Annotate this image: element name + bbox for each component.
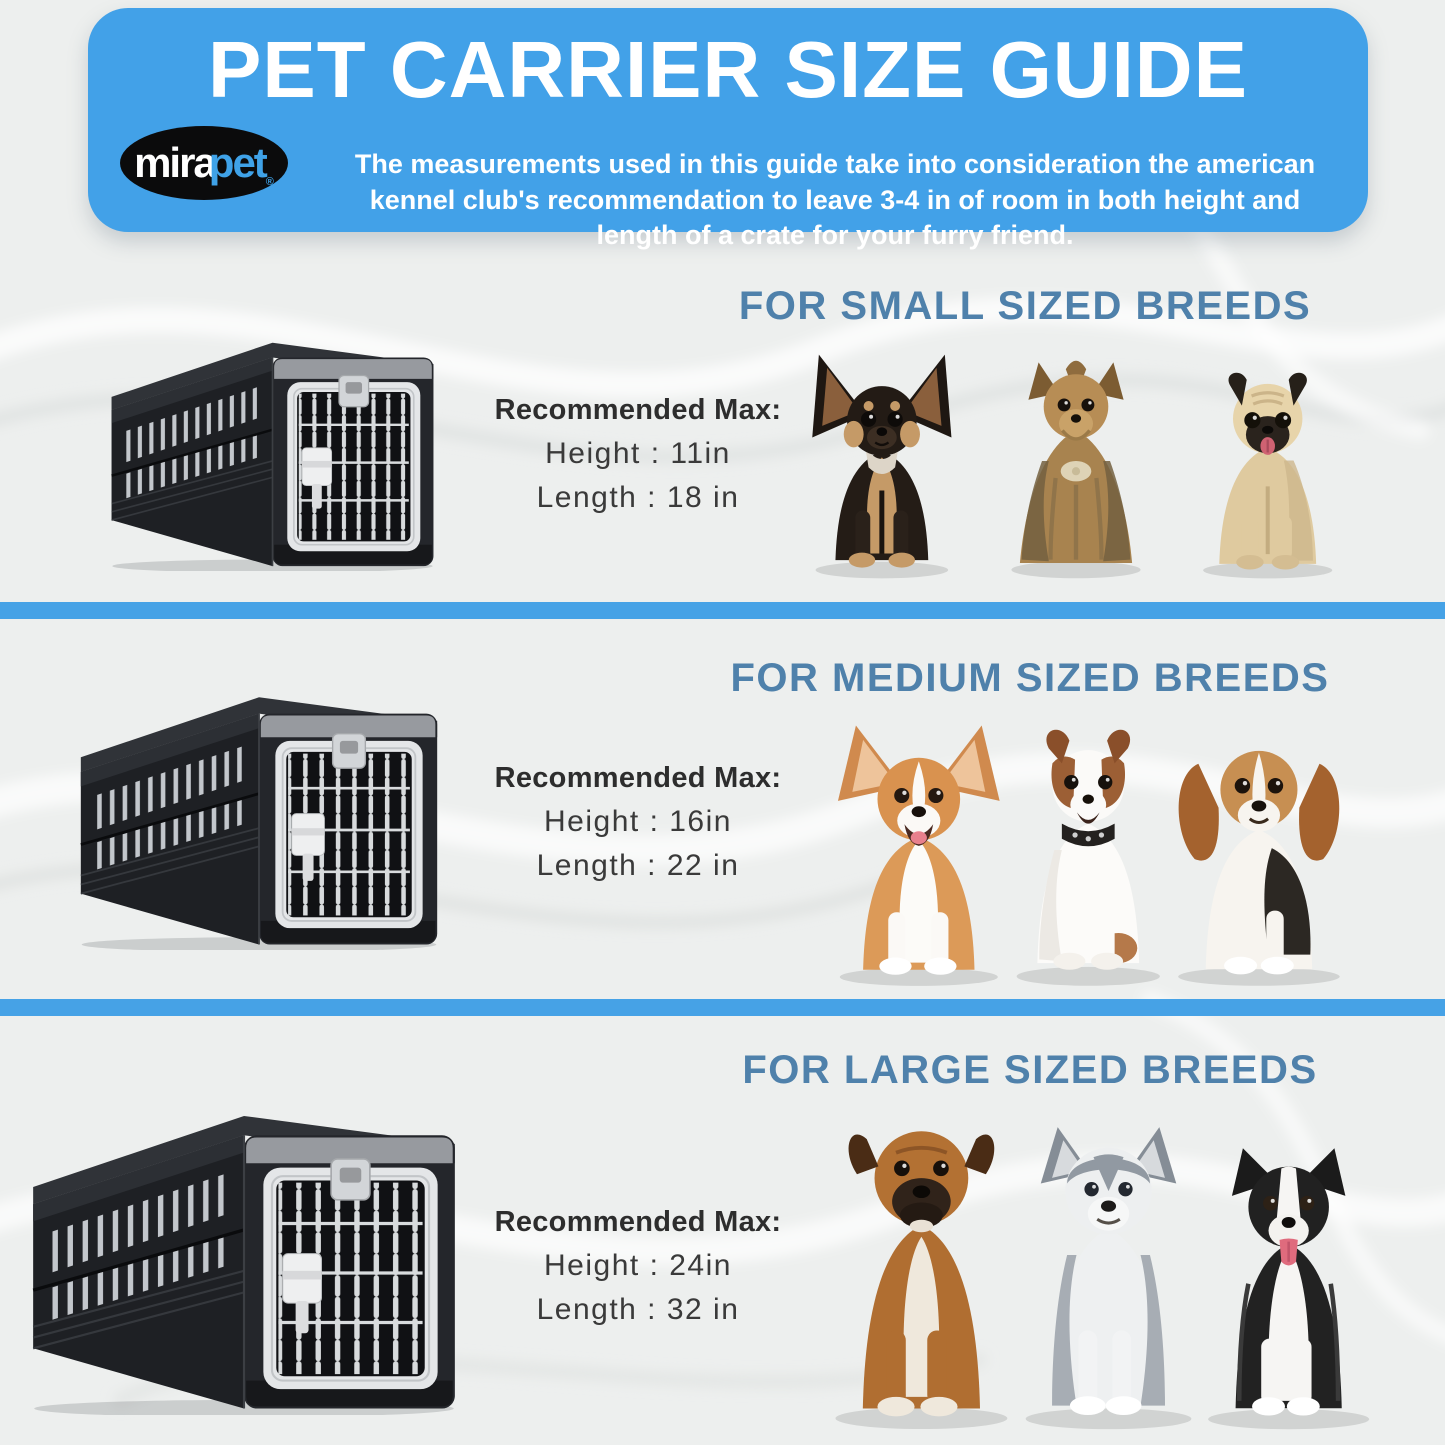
pet-carrier-image-small [110, 341, 435, 571]
pet-carrier-image-medium [79, 695, 439, 950]
small-breed-dogs [796, 336, 1352, 580]
mirapet-logo: mira pet ® [120, 126, 288, 200]
page-title: PET CARRIER SIZE GUIDE [208, 25, 1248, 114]
header-subtitle: The measurements used in this guide take… [354, 149, 1316, 251]
dog-corgi-image [837, 725, 1000, 986]
header-banner: PET CARRIER SIZE GUIDE mira pet ® The meas… [88, 8, 1368, 250]
height-value: Height : 24in [544, 1249, 732, 1282]
dog-jack-russell-image [1016, 729, 1160, 986]
dog-pug-image [1203, 372, 1333, 579]
dog-yorkshire-terrier-image [1011, 360, 1141, 579]
height-value: Height : 16in [544, 805, 732, 838]
logo-text-mira: mira [134, 139, 217, 186]
length-value: Length : 18 in [536, 481, 740, 514]
recommended-max-small: Recommended Max: Height : 11in Length : … [448, 394, 828, 515]
section-title-large: FOR LARGE SIZED BREEDS [742, 1048, 1318, 1092]
length-value: Length : 32 in [536, 1293, 740, 1326]
dog-chihuahua-image [812, 354, 952, 579]
large-breed-dogs [812, 1092, 1392, 1432]
registered-mark: ® [265, 176, 274, 188]
recommended-max-label: Recommended Max: [494, 762, 782, 794]
recommended-max-label: Recommended Max: [494, 394, 782, 426]
pet-carrier-image-large [31, 1114, 457, 1415]
section-divider [0, 602, 1445, 619]
length-value: Length : 22 in [536, 849, 740, 882]
section-title-medium: FOR MEDIUM SIZED BREEDS [730, 656, 1330, 700]
dog-husky-image [1025, 1127, 1192, 1430]
section-title-small: FOR SMALL SIZED BREEDS [738, 284, 1312, 328]
recommended-max-large: Recommended Max: Height : 24in Length : … [448, 1206, 828, 1327]
dog-border-collie-image [1208, 1148, 1370, 1430]
dog-beagle-image [1178, 750, 1340, 986]
section-divider [0, 999, 1445, 1016]
medium-breed-dogs [820, 702, 1360, 992]
dog-boxer-image [835, 1131, 1008, 1430]
recommended-max-label: Recommended Max: [494, 1206, 782, 1238]
logo-text-pet: pet [208, 139, 268, 186]
height-value: Height : 11in [545, 437, 731, 470]
recommended-max-medium: Recommended Max: Height : 16in Length : … [448, 762, 828, 883]
